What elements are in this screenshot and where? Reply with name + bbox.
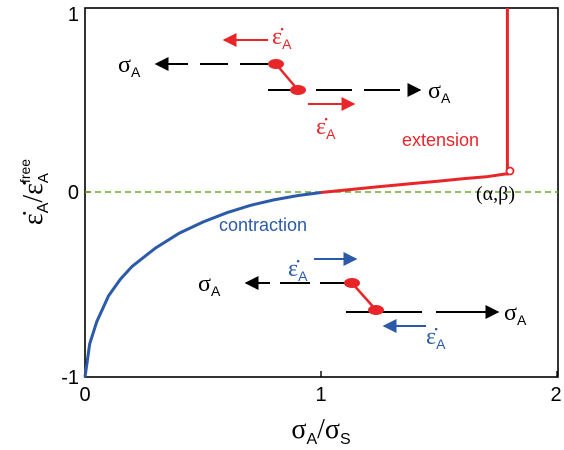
alpha-beta-label: (α,β) bbox=[476, 183, 515, 205]
y-tick-label-mid: 0 bbox=[68, 182, 79, 204]
x-tick-label-0: 0 bbox=[79, 384, 90, 406]
x-tick-label-1: 1 bbox=[315, 384, 326, 406]
inset-top-rate-label-lower: ε̇A bbox=[316, 114, 336, 142]
extension-label: extension bbox=[402, 130, 479, 150]
inset-bottom-bead-lower bbox=[368, 305, 384, 315]
svg-text:ε̇A/ε̇Afree: ε̇A/ε̇Afree bbox=[17, 159, 52, 225]
inset-bottom-rate-label-lower: ε̇A bbox=[426, 324, 446, 352]
contraction-inset: σA σA ε̇A ε̇A bbox=[198, 252, 527, 352]
x-axis-label: σA/σS bbox=[291, 414, 350, 448]
inset-top-bead-lower bbox=[290, 85, 306, 95]
inset-bottom-right-sigma: σA bbox=[504, 300, 527, 328]
inset-bottom-rate-label-upper: ε̇A bbox=[288, 256, 308, 284]
x-tick-label-2: 2 bbox=[550, 384, 561, 406]
inset-top-bead-upper bbox=[268, 59, 284, 69]
inset-bottom-left-sigma: σA bbox=[198, 271, 221, 299]
inset-top-right-sigma: σA bbox=[428, 78, 451, 106]
inset-top-rate-label-upper: ε̇A bbox=[272, 24, 292, 52]
inset-bottom-bead-upper bbox=[344, 278, 360, 288]
inset-top-left-sigma: σA bbox=[118, 52, 141, 80]
inset-bottom-link bbox=[351, 282, 377, 311]
y-tick-label-bottom: -1 bbox=[61, 367, 79, 389]
extension-curve bbox=[320, 8, 509, 194]
alpha-beta-point bbox=[505, 166, 515, 176]
contraction-curve bbox=[83, 191, 322, 378]
extension-inset: σA σA ε̇A ε̇A bbox=[118, 24, 451, 142]
y-tick-label-top: 1 bbox=[68, 4, 79, 26]
y-axis-label: ε̇A/ε̇Afree bbox=[17, 159, 52, 225]
contraction-label: contraction bbox=[219, 215, 307, 235]
